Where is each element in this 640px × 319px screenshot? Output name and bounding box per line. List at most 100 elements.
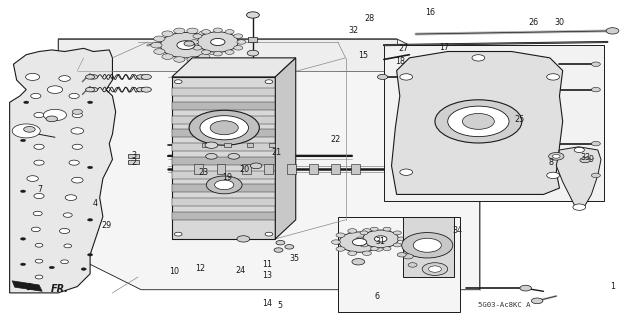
Circle shape [207, 49, 218, 54]
Circle shape [187, 57, 198, 62]
Circle shape [237, 236, 250, 242]
Bar [129, 154, 139, 158]
Circle shape [154, 49, 165, 54]
Circle shape [403, 254, 413, 259]
Bar [216, 164, 225, 174]
Circle shape [24, 101, 29, 104]
Circle shape [184, 41, 194, 46]
Text: 24: 24 [235, 265, 245, 275]
Text: 34: 34 [452, 226, 462, 235]
Bar [246, 143, 253, 147]
Circle shape [591, 87, 600, 92]
Circle shape [193, 46, 202, 50]
Circle shape [573, 204, 586, 210]
Circle shape [371, 227, 378, 231]
Circle shape [88, 254, 93, 256]
Circle shape [61, 260, 68, 264]
Circle shape [59, 76, 70, 81]
Circle shape [27, 176, 38, 182]
Circle shape [154, 36, 165, 41]
Bar [172, 171, 275, 179]
Circle shape [173, 57, 185, 62]
Circle shape [574, 147, 584, 152]
Circle shape [89, 87, 98, 92]
Circle shape [213, 28, 222, 33]
Bar [172, 115, 275, 123]
Circle shape [202, 30, 211, 34]
Circle shape [88, 101, 93, 104]
Text: 19: 19 [222, 174, 232, 182]
Circle shape [44, 109, 67, 121]
Circle shape [86, 87, 95, 92]
Circle shape [378, 74, 388, 79]
Circle shape [26, 73, 40, 80]
Circle shape [371, 247, 378, 251]
Text: 14: 14 [262, 299, 273, 308]
Circle shape [397, 237, 405, 241]
Circle shape [174, 80, 182, 84]
Circle shape [20, 190, 26, 193]
Polygon shape [384, 45, 604, 201]
Polygon shape [556, 147, 601, 207]
Bar [248, 37, 257, 42]
Circle shape [151, 42, 162, 48]
Text: 33: 33 [580, 153, 590, 162]
Bar [194, 164, 203, 174]
Polygon shape [172, 58, 296, 77]
Circle shape [448, 106, 509, 137]
Circle shape [520, 285, 531, 291]
Circle shape [408, 263, 417, 267]
Circle shape [429, 266, 442, 272]
Bar [172, 157, 275, 165]
Text: 12: 12 [195, 263, 205, 273]
Circle shape [348, 251, 357, 256]
Text: 3: 3 [131, 151, 136, 160]
Text: 4: 4 [93, 199, 98, 208]
Circle shape [360, 231, 368, 235]
Polygon shape [275, 58, 296, 239]
Circle shape [422, 263, 448, 275]
Circle shape [35, 275, 43, 279]
Circle shape [234, 46, 243, 50]
Bar [172, 198, 275, 206]
Circle shape [339, 232, 380, 252]
Bar [242, 164, 251, 174]
Circle shape [20, 263, 26, 266]
Circle shape [49, 266, 54, 269]
Circle shape [531, 298, 543, 304]
Bar [172, 212, 275, 220]
Circle shape [463, 114, 494, 129]
Circle shape [24, 126, 35, 132]
Circle shape [72, 113, 83, 118]
Circle shape [362, 251, 371, 256]
Bar [264, 164, 273, 174]
Circle shape [187, 28, 198, 34]
Circle shape [193, 34, 202, 38]
Text: 21: 21 [271, 148, 282, 157]
Circle shape [394, 231, 401, 235]
Polygon shape [403, 217, 454, 277]
Circle shape [228, 153, 239, 159]
Circle shape [81, 268, 86, 270]
Circle shape [374, 236, 387, 242]
Circle shape [189, 40, 199, 44]
Text: 2: 2 [131, 158, 136, 167]
Circle shape [210, 42, 221, 48]
Text: 31: 31 [376, 237, 386, 246]
Text: FR.: FR. [51, 284, 68, 294]
Circle shape [397, 253, 406, 257]
Circle shape [214, 180, 234, 190]
Circle shape [65, 195, 77, 200]
Bar [224, 143, 230, 147]
Circle shape [20, 139, 26, 142]
Text: 27: 27 [398, 44, 408, 54]
Circle shape [47, 86, 63, 93]
Circle shape [400, 74, 413, 80]
Circle shape [31, 227, 40, 232]
Circle shape [177, 41, 195, 50]
Circle shape [402, 233, 453, 258]
Circle shape [332, 240, 340, 244]
Circle shape [63, 213, 72, 217]
Circle shape [552, 154, 560, 158]
Circle shape [374, 247, 383, 251]
